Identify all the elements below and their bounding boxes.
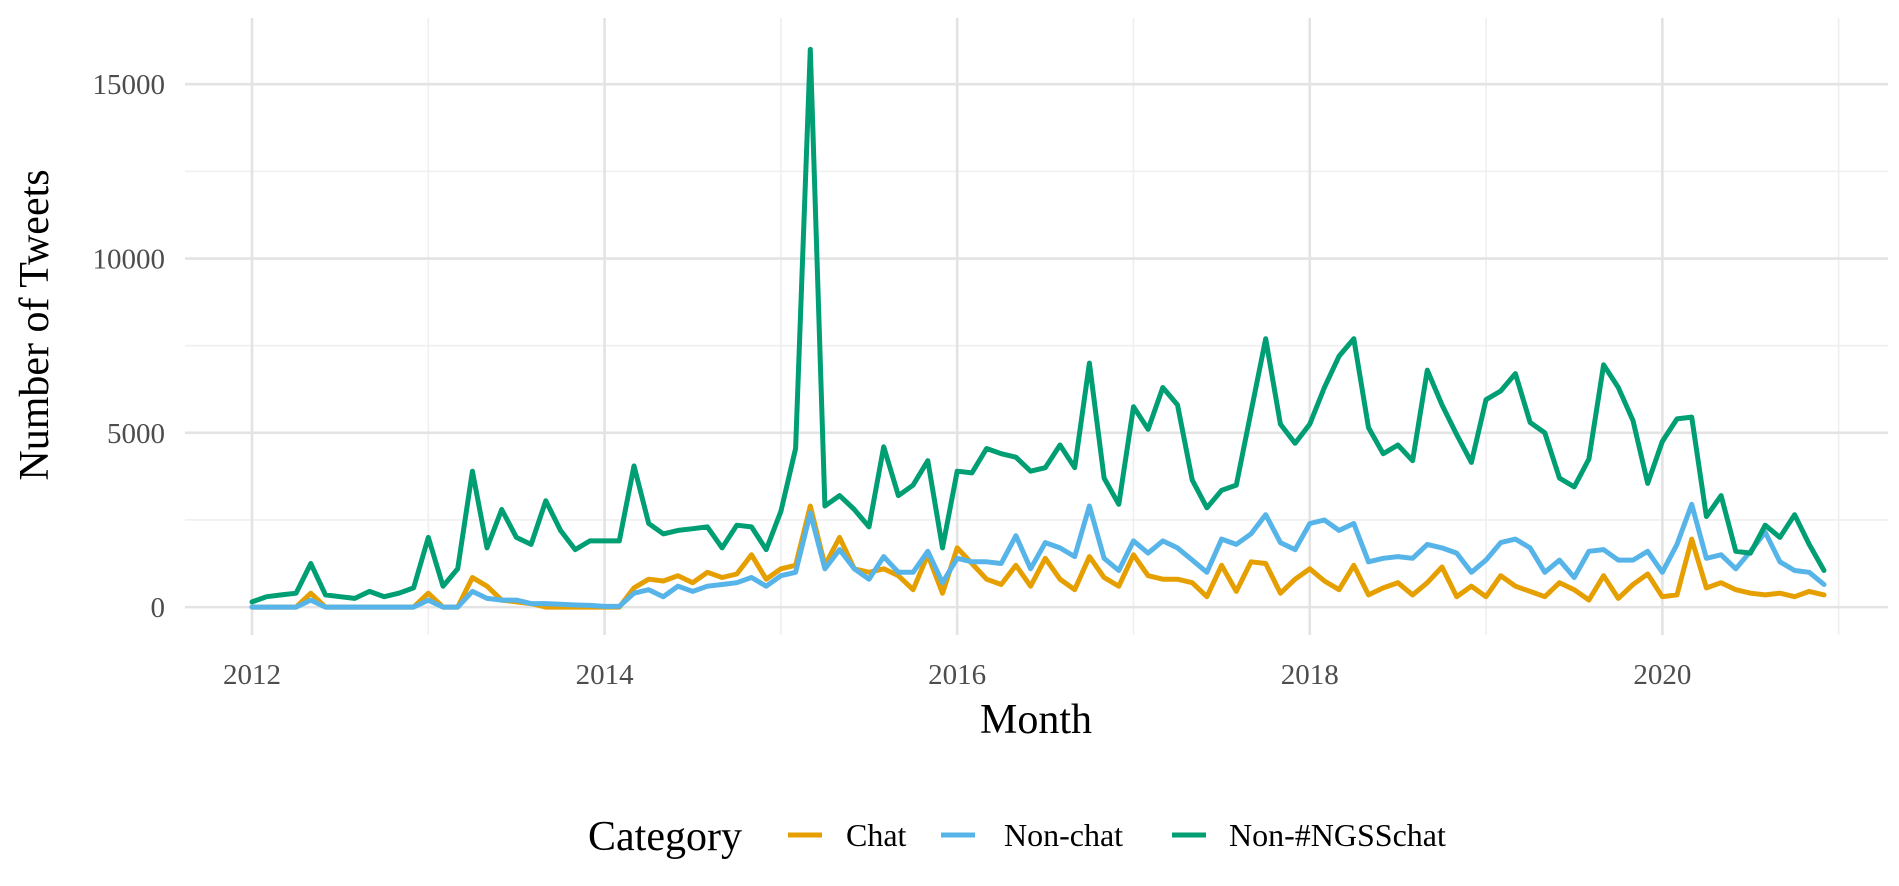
legend-label-non-ngsschat: Non-#NGSSchat (1229, 817, 1446, 853)
series-lines (249, 46, 1827, 610)
series-line-non-chat (249, 501, 1827, 610)
x-axis-title: Month (980, 697, 1092, 743)
y-axis-title: Number of Tweets (12, 169, 58, 480)
x-tick-label: 2014 (576, 659, 635, 691)
legend: Category Chat Non-chat Non-#NGSSchat (588, 814, 1446, 860)
legend-label-chat: Chat (846, 817, 907, 853)
legend-title: Category (588, 814, 742, 860)
x-tick-label: 2012 (223, 659, 281, 691)
series-line-non-ngsschat (249, 46, 1827, 605)
y-axis-tick-labels: 0 5000 10000 15000 (93, 69, 166, 624)
y-tick-label: 0 (151, 592, 166, 624)
x-tick-label: 2016 (928, 659, 986, 691)
x-axis-tick-labels: 2012 2014 2016 2018 2020 (223, 659, 1691, 691)
x-tick-label: 2020 (1633, 659, 1691, 691)
y-tick-label: 15000 (93, 69, 166, 101)
major-gridlines (185, 18, 1888, 635)
x-tick-label: 2018 (1281, 659, 1339, 691)
y-tick-label: 10000 (93, 244, 166, 276)
y-tick-label: 5000 (107, 418, 165, 450)
legend-label-non-chat: Non-chat (1004, 817, 1123, 853)
legend-items: Chat Non-chat Non-#NGSSchat (788, 817, 1446, 853)
minor-gridlines (185, 18, 1888, 635)
